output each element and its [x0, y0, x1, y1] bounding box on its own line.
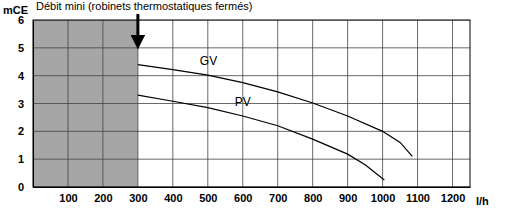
x-tick-label: 500: [199, 192, 217, 204]
y-tick: 2: [18, 125, 33, 137]
series-label: PV: [235, 95, 251, 109]
y-tick-label: 1: [18, 153, 24, 165]
x-tick-label: 100: [59, 192, 77, 204]
x-tick: 500: [199, 187, 217, 204]
grid-line-y: [33, 75, 470, 76]
plot-area: [33, 20, 470, 187]
y-tick-label: 4: [18, 70, 25, 82]
x-tick-label: 900: [339, 192, 357, 204]
x-tick-label: 1000: [371, 192, 395, 204]
annotation-arrow: [136, 14, 139, 42]
x-tick: 1200: [441, 187, 465, 204]
x-tick: 400: [164, 187, 182, 204]
x-axis-line: [34, 187, 471, 188]
annotation: Débit mini (robinets thermostatiques fer…: [36, 0, 252, 12]
grid-line-y: [33, 103, 470, 104]
x-tick-label: 1200: [441, 192, 465, 204]
x-tick: 600: [234, 187, 252, 204]
x-tick: 1100: [406, 187, 430, 204]
y-tick-label: 2: [18, 125, 24, 137]
x-tick-label: 600: [234, 192, 252, 204]
x-tick: 200: [94, 187, 112, 204]
y-tick: 0: [18, 181, 33, 193]
y-tick-label: 0: [18, 181, 24, 193]
y-tick: 3: [18, 98, 33, 110]
x-tick: 100: [59, 187, 77, 204]
chart: 100 200 300 400 500 600 700 800 900 1000 1100 1200 0…: [0, 0, 505, 218]
y-tick-label: 3: [18, 98, 24, 110]
x-tick: 300: [129, 187, 147, 204]
line: [138, 95, 384, 180]
x-tick-label: 800: [304, 192, 322, 204]
y-axis-title: mCE: [3, 4, 28, 16]
frame: [33, 20, 470, 187]
y-tick: 5: [18, 42, 33, 54]
x-axis-title: l/h: [476, 195, 489, 207]
x-tick: 700: [269, 187, 287, 204]
grid-line-y: [33, 131, 470, 132]
y-tick-label: 5: [18, 42, 24, 54]
line: [138, 65, 412, 157]
x-tick: 1000: [371, 187, 395, 204]
series-label: GV: [200, 54, 217, 68]
plot: 100 200 300 400 500 600 700 800 900 1000 1100 1200 0…: [18, 14, 471, 204]
y-axis-line: [33, 21, 34, 188]
y-tick: 4: [18, 70, 33, 82]
grid-line-y: [33, 159, 470, 160]
y-tick: 1: [18, 153, 33, 165]
x-tick: 900: [339, 187, 357, 204]
y-axis: 0123456: [18, 14, 34, 193]
grid-line-y: [33, 47, 470, 48]
x-tick-label: 200: [94, 192, 112, 204]
x-tick: 800: [304, 187, 322, 204]
x-tick-label: 400: [164, 192, 182, 204]
x-tick-label: 700: [269, 192, 287, 204]
x-axis: 100 200 300 400 500 600 700 800 900 1000 1100 1200: [34, 187, 471, 204]
x-tick-label: 300: [129, 192, 147, 204]
x-tick-label: 1100: [406, 192, 430, 204]
